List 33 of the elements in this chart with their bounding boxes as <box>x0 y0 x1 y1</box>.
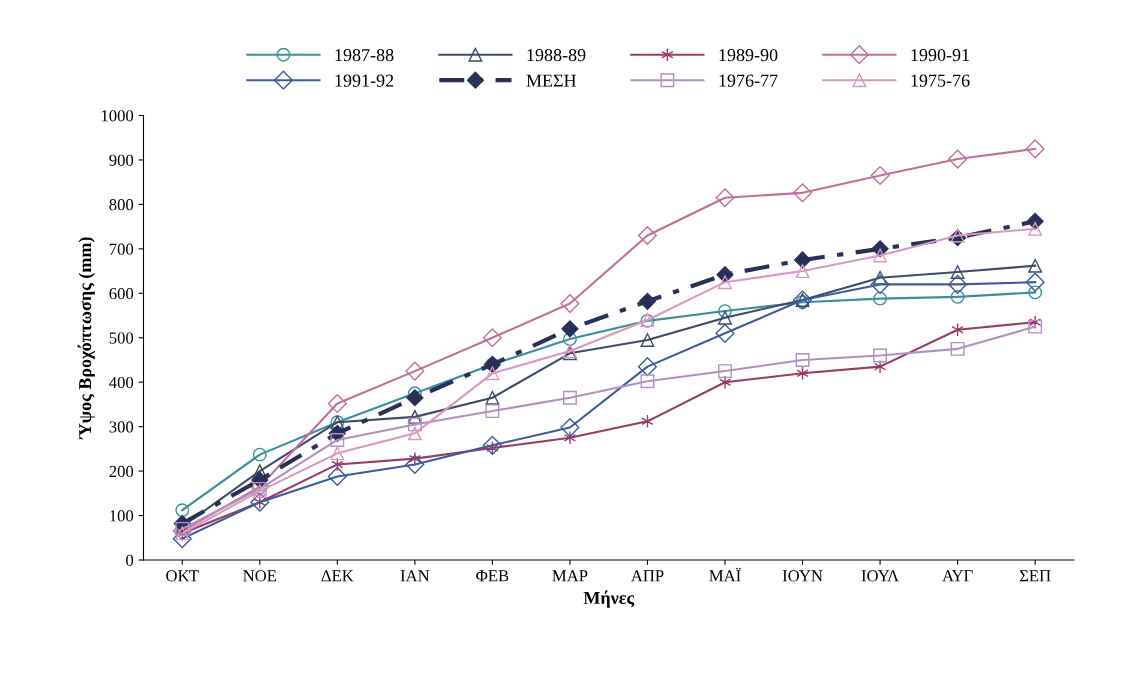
x-tick-label: ΙΟΥΛ <box>861 570 899 582</box>
x-tick-label: ΜΑΡ <box>552 570 588 582</box>
legend-label: 1989-90 <box>719 49 778 62</box>
x-tick-label: ΔΕΚ <box>321 570 354 582</box>
y-tick-label: 500 <box>109 332 134 344</box>
y-tick-label: 1000 <box>101 110 134 122</box>
y-tick-label: 700 <box>109 243 134 255</box>
legend-label: 1987-88 <box>335 49 394 62</box>
x-tick-label: ΑΠΡ <box>630 570 664 582</box>
y-tick-label: 0 <box>126 554 134 566</box>
x-tick-label: ΜΑΪ <box>709 567 741 582</box>
legend-label: 1988-89 <box>527 49 586 62</box>
x-tick-label: ΙΟΥΝ <box>782 570 823 582</box>
x-axis-title: Μήνες <box>583 590 635 608</box>
legend-label: 1976-77 <box>719 74 778 87</box>
y-axis-title: Ύψος Βροχόπτωσης (mm) <box>77 237 95 440</box>
y-tick-label: 100 <box>110 510 134 522</box>
y-tick-label: 800 <box>109 199 134 211</box>
legend-label: 1991-92 <box>335 74 394 87</box>
y-tick-label: 400 <box>109 376 134 389</box>
x-tick-label: ΦΕΒ <box>476 570 509 582</box>
y-tick-label: 600 <box>109 288 134 300</box>
x-tick-label: ΝΟΕ <box>243 570 277 582</box>
x-tick-label: ΙΑΝ <box>400 570 430 582</box>
y-tick-label: 900 <box>109 154 134 166</box>
x-tick-label: ΣΕΠ <box>1019 570 1051 582</box>
y-tick-label: 200 <box>109 465 134 478</box>
legend-label: 1975-76 <box>911 74 970 87</box>
legend-label: ΜΕΣΗ <box>526 74 577 87</box>
legend-label: 1990-91 <box>911 49 970 62</box>
x-tick-label: ΟΚΤ <box>166 570 199 582</box>
x-tick-label: ΑΥΓ <box>942 570 973 582</box>
y-tick-label: 300 <box>109 421 134 433</box>
